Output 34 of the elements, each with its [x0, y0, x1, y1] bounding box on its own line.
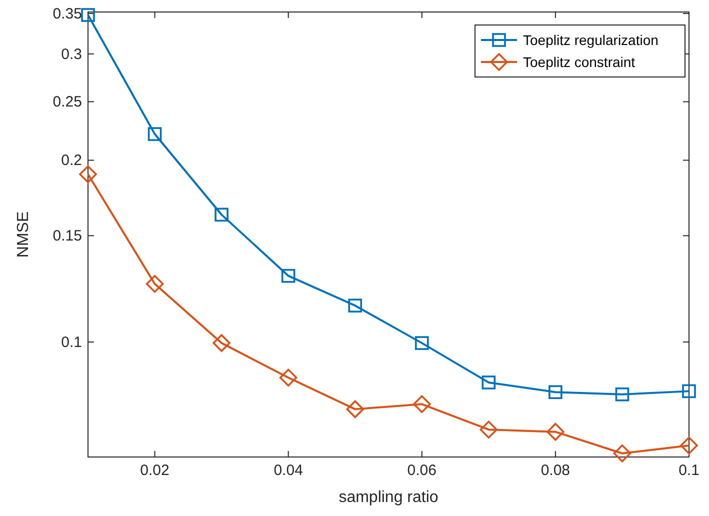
point	[613, 444, 632, 462]
y-tick-label: 0.25	[52, 94, 82, 111]
y-axis-title: NMSE	[15, 211, 32, 258]
legend-label: Toeplitz regularization	[523, 32, 658, 48]
y-tick-label: 0.2	[61, 152, 82, 170]
point	[680, 436, 698, 454]
point	[480, 420, 498, 439]
point	[146, 275, 164, 293]
point	[346, 400, 364, 418]
point	[348, 298, 362, 312]
point	[482, 376, 496, 390]
point	[148, 127, 162, 141]
point	[682, 384, 696, 398]
legend-label: Toeplitz constraint	[523, 54, 636, 70]
point	[546, 422, 564, 441]
point	[281, 268, 296, 283]
point	[279, 368, 298, 387]
point	[214, 208, 228, 222]
point	[212, 334, 230, 352]
point	[548, 385, 562, 400]
point	[615, 387, 630, 402]
x-tick-label: 0.06	[407, 462, 436, 479]
x-tick-label: 0.08	[540, 462, 570, 479]
y-tick-label: 0.15	[52, 228, 82, 245]
y-tick-label: 0.1	[61, 334, 82, 352]
y-tick-label: 0.3	[61, 46, 82, 63]
x-tick-label: 0.1	[678, 462, 700, 479]
point	[81, 8, 95, 22]
point	[79, 165, 97, 184]
x-tick-label: 0.02	[140, 462, 170, 479]
point	[412, 395, 431, 414]
point	[414, 336, 429, 350]
x-tick-label: 0.04	[274, 462, 303, 479]
x-axis-title: sampling ratio	[338, 489, 438, 506]
